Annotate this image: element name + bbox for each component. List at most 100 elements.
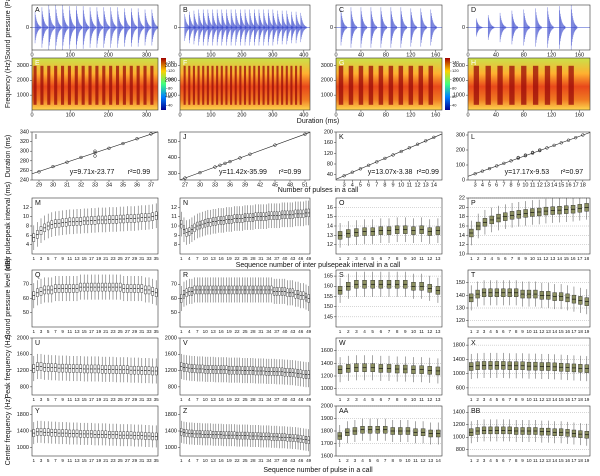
panel-frame xyxy=(179,405,311,457)
panel-label: AA xyxy=(339,408,349,415)
x-tick-label: 21 xyxy=(103,256,109,261)
x-tick-label: 6 xyxy=(504,256,507,261)
pulse xyxy=(511,10,518,45)
x-tick-label: 33 xyxy=(92,182,98,188)
pulse-band xyxy=(129,65,133,105)
colorbar-tick-label: 120 xyxy=(452,68,459,73)
y-tick-label: 1600 xyxy=(321,453,333,459)
x-tick-label: 30 xyxy=(50,182,56,188)
x-tick-label: 10 xyxy=(522,182,528,188)
y-tick-label: 1000 xyxy=(17,445,29,451)
y-tick-label: 1000 xyxy=(453,371,465,377)
y-tick-label: 16 xyxy=(459,223,465,229)
panel-label: BB xyxy=(471,408,481,415)
x-tick-label: 43 xyxy=(290,256,296,261)
pulse-band xyxy=(40,65,44,105)
x-tick-label: 8 xyxy=(515,458,518,463)
x-tick-label: 19 xyxy=(584,329,590,334)
r-squared: r²=0.97 xyxy=(561,169,583,176)
x-tick-label: 40 xyxy=(493,52,499,58)
x-tick-label: 13 xyxy=(435,397,441,402)
x-tick-label: 1 xyxy=(339,458,342,463)
x-tick-label: 100 xyxy=(206,112,215,118)
x-tick-label: 36 xyxy=(227,182,233,188)
y-tick-label: 1400 xyxy=(17,428,29,434)
x-tick-label: 7 xyxy=(54,329,57,334)
x-tick-label: 5 xyxy=(497,256,500,261)
panel-label: N xyxy=(183,200,188,207)
x-tick-label: 9 xyxy=(521,397,524,402)
y-tick-label: 1800 xyxy=(165,412,177,418)
x-tick-label: 13 xyxy=(74,329,80,334)
y-tick-label: 12 xyxy=(23,205,29,211)
x-tick-label: 10 xyxy=(526,397,532,402)
x-tick-label: 9 xyxy=(61,397,64,402)
x-axis-label: Sequence number of pulse in a call xyxy=(263,467,373,474)
x-tick-label: 11 xyxy=(413,458,418,463)
x-tick-label: 3 xyxy=(355,256,358,261)
pulse-band xyxy=(230,65,233,105)
pulse xyxy=(559,6,566,49)
x-tick-label: 0 xyxy=(466,52,469,58)
panel-label: Z xyxy=(183,408,188,415)
x-tick-label: 19 xyxy=(227,329,233,334)
point xyxy=(248,152,252,156)
pulse-band xyxy=(192,65,195,105)
point xyxy=(415,142,420,146)
pulse-band xyxy=(109,65,113,105)
y-tick-label: 150 xyxy=(456,280,465,286)
colorbar-tick-label: 60 xyxy=(452,94,457,99)
x-tick-label: 10 xyxy=(526,329,532,334)
panel-label: E xyxy=(35,60,40,67)
y-tick-label: 3000 xyxy=(321,63,333,69)
x-tick-label: 37 xyxy=(274,256,280,261)
x-tick-label: 16 xyxy=(219,458,225,463)
point xyxy=(538,148,542,152)
panel-frame xyxy=(335,405,443,457)
x-tick-label: 13 xyxy=(74,397,80,402)
x-tick-label: 14 xyxy=(436,458,442,463)
equation: y=17.17x-9.53 xyxy=(505,169,550,176)
x-tick-label: 7 xyxy=(388,256,391,261)
row-y-label: Center frequency (Hz) xyxy=(5,397,12,466)
y-tick-label: 2000 xyxy=(453,78,465,84)
panel-frame xyxy=(335,337,443,396)
x-tick-label: 16 xyxy=(565,397,571,402)
x-tick-label: 34 xyxy=(106,182,112,188)
x-tick-label: 5 xyxy=(47,256,50,261)
panel-frame xyxy=(179,197,311,255)
x-tick-label: 8 xyxy=(396,256,399,261)
y-tick-label: 1000 xyxy=(453,435,465,441)
panel-label: F xyxy=(183,60,187,67)
x-tick-label: 29 xyxy=(132,458,138,463)
pulse-band xyxy=(348,65,354,105)
x-tick-label: 9 xyxy=(399,458,402,463)
x-tick-label: 300 xyxy=(268,112,277,118)
x-tick-label: 160 xyxy=(431,52,440,58)
x-tick-label: 7 xyxy=(375,182,378,188)
x-tick-label: 1 xyxy=(470,256,473,261)
x-tick-label: 4 xyxy=(188,397,191,402)
y-tick-label: 2000 xyxy=(321,78,333,84)
row-y-label: Sound pressure level (dB) xyxy=(5,258,12,339)
panel-frame xyxy=(467,131,591,181)
y-tick-label: 4 xyxy=(26,242,29,248)
y-tick-label: 20 xyxy=(459,205,465,211)
y-tick-label: 300 xyxy=(168,171,177,177)
panel-frame xyxy=(335,4,443,51)
x-tick-label: 19 xyxy=(227,256,233,261)
pulse-band xyxy=(122,65,126,105)
x-tick-label: 1 xyxy=(33,397,36,402)
y-tick-label: 60 xyxy=(171,296,177,302)
panel-label: B xyxy=(183,7,188,14)
x-tick-label: 43 xyxy=(290,329,296,334)
point xyxy=(51,164,55,169)
x-tick-label: 17 xyxy=(89,458,95,463)
y-tick-label: 3000 xyxy=(17,63,29,69)
x-tick-label: 13 xyxy=(544,182,550,188)
y-tick-label: 1200 xyxy=(165,368,177,374)
x-tick-label: 13 xyxy=(435,256,441,261)
x-tick-label: 1 xyxy=(339,329,342,334)
y-tick-label: 155 xyxy=(324,294,333,300)
y-tick-label: 100 xyxy=(456,162,465,168)
